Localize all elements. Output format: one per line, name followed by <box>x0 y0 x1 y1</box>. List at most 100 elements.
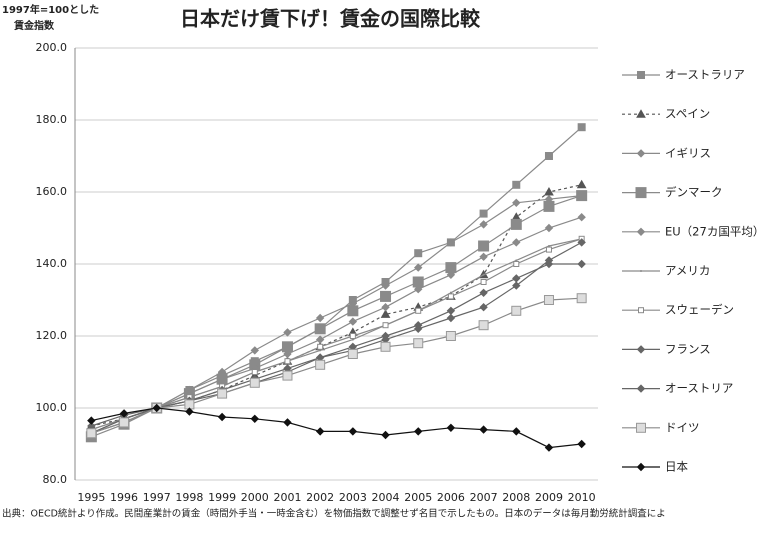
data-point <box>217 374 227 384</box>
data-point <box>544 152 553 160</box>
data-point <box>446 423 456 433</box>
data-point <box>479 288 488 298</box>
chart-title: 日本だけ賃下げ！賃金の国際比較 <box>180 7 481 31</box>
data-point <box>482 273 485 276</box>
data-point <box>317 343 324 350</box>
legend-label: EU（27カ国平均） <box>665 224 764 238</box>
data-point <box>319 349 322 352</box>
legend-label: アメリカ <box>665 264 710 278</box>
data-point <box>381 302 390 312</box>
series-line <box>91 263 582 427</box>
data-point <box>479 209 488 218</box>
data-point <box>380 341 391 352</box>
y-tick-label: 120.0 <box>36 329 68 342</box>
data-point <box>543 200 555 212</box>
data-point <box>284 358 291 365</box>
data-point <box>347 349 358 359</box>
data-point <box>349 333 356 339</box>
data-point <box>446 306 456 316</box>
series-line <box>91 126 583 434</box>
x-tick-label: 2004 <box>372 491 400 504</box>
data-point <box>86 428 97 439</box>
series-line <box>91 238 582 434</box>
data-point <box>576 190 588 202</box>
data-point <box>547 245 550 247</box>
data-point <box>283 328 292 337</box>
x-tick-label: 1999 <box>208 491 236 504</box>
legend-marker <box>636 384 646 393</box>
data-point <box>413 338 424 349</box>
legend-label: イギリス <box>665 146 711 160</box>
data-point <box>479 302 488 312</box>
data-point <box>347 305 359 317</box>
data-point <box>449 291 452 294</box>
legend-label: オーストリア <box>665 381 733 395</box>
legend-marker <box>636 345 646 354</box>
data-point <box>512 427 521 436</box>
data-point <box>543 295 554 305</box>
y-tick-label: 100.0 <box>36 401 68 414</box>
y-axis-label: 賃金指数 <box>13 19 55 32</box>
data-point <box>315 313 325 323</box>
legend-marker <box>637 71 645 79</box>
data-point <box>351 338 354 341</box>
data-point <box>414 284 423 294</box>
data-point <box>381 430 390 440</box>
data-point <box>250 414 259 424</box>
data-point <box>479 425 488 434</box>
data-point <box>478 320 489 331</box>
data-point <box>381 281 390 290</box>
legend-marker <box>636 149 646 158</box>
series-line <box>91 184 582 427</box>
data-point <box>577 212 586 222</box>
legend-marker <box>640 270 642 272</box>
data-point <box>512 238 521 247</box>
x-tick-label: 2000 <box>241 491 269 504</box>
data-point <box>446 313 456 323</box>
data-point <box>512 180 521 189</box>
data-point <box>119 417 130 428</box>
x-tick-label: 1997 <box>143 491 171 504</box>
data-point <box>381 331 390 341</box>
data-point <box>577 123 586 132</box>
series-line <box>91 195 582 438</box>
y-tick-label: 140.0 <box>36 257 68 270</box>
data-point <box>250 346 259 355</box>
data-point <box>577 439 586 449</box>
legend-label: スペイン <box>665 107 710 121</box>
data-point <box>544 259 554 269</box>
y-axis-label: 1997年=100とした <box>2 3 99 16</box>
data-point <box>515 259 518 262</box>
data-point <box>447 293 454 300</box>
data-point <box>512 274 521 283</box>
data-point <box>217 412 227 422</box>
data-point <box>576 293 587 304</box>
data-point <box>513 261 520 267</box>
y-tick-label: 180.0 <box>36 113 68 126</box>
data-point <box>510 218 522 230</box>
series-line <box>91 195 582 434</box>
legend-marker <box>635 187 647 199</box>
legend-label: 日本 <box>665 460 688 474</box>
data-point <box>576 179 587 189</box>
data-point <box>283 418 292 427</box>
legend-marker <box>636 227 646 237</box>
data-point <box>315 359 326 370</box>
data-point <box>382 322 389 329</box>
x-tick-label: 2006 <box>437 491 465 504</box>
x-tick-label: 2007 <box>470 491 498 504</box>
data-point <box>446 238 456 247</box>
data-point <box>414 263 423 272</box>
x-tick-label: 1998 <box>175 491 203 504</box>
legend-marker <box>636 422 646 433</box>
data-point <box>315 427 325 436</box>
series-line <box>91 407 582 449</box>
data-point <box>249 377 260 388</box>
legend-label: フランス <box>665 342 711 356</box>
legend-marker <box>636 462 646 472</box>
x-tick-label: 1995 <box>77 491 105 504</box>
data-point <box>414 427 423 436</box>
x-tick-label: 2008 <box>502 491 530 504</box>
x-tick-label: 2009 <box>535 491 563 504</box>
